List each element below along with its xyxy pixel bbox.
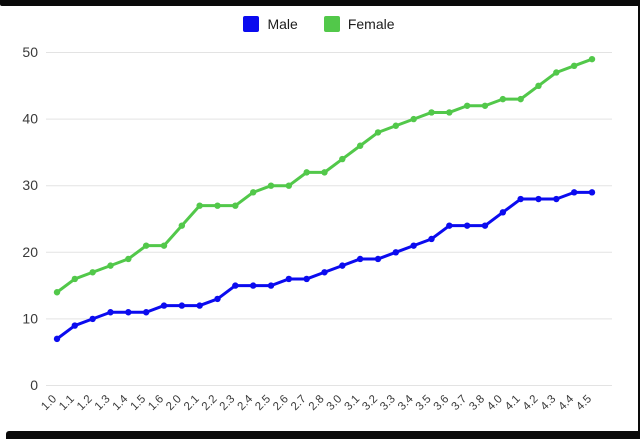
svg-text:50: 50 bbox=[22, 44, 38, 60]
svg-text:20: 20 bbox=[22, 244, 38, 260]
svg-text:1.1: 1.1 bbox=[57, 393, 77, 413]
svg-text:3.5: 3.5 bbox=[414, 393, 434, 413]
svg-text:3.6: 3.6 bbox=[432, 393, 452, 413]
female-legend-label: Female bbox=[347, 16, 395, 32]
svg-text:3.3: 3.3 bbox=[378, 393, 398, 413]
line-chart-svg: 010203040501.01.11.21.31.41.51.62.02.12.… bbox=[22, 44, 612, 413]
svg-text:4.5: 4.5 bbox=[574, 393, 594, 413]
male-legend-label: Male bbox=[267, 16, 298, 32]
line-chart-plot-area: 0 10 20 30 40 50 1.0 1.1 1.2 1.3 1.4 1.5 1.6 2.0 2.1 2.… bbox=[0, 36, 640, 431]
svg-text:3.1: 3.1 bbox=[342, 393, 362, 413]
svg-text:4.4: 4.4 bbox=[556, 393, 576, 413]
legend-item-male[interactable]: Male bbox=[243, 16, 298, 32]
frame-top-border bbox=[0, 0, 640, 6]
chart-legend: Male Female bbox=[0, 16, 638, 32]
svg-text:3.7: 3.7 bbox=[449, 393, 469, 413]
svg-text:3.8: 3.8 bbox=[467, 393, 487, 413]
svg-text:2.3: 2.3 bbox=[218, 393, 238, 413]
svg-text:40: 40 bbox=[22, 111, 38, 127]
frame-bottom-border bbox=[6, 431, 640, 439]
svg-text:1.0: 1.0 bbox=[39, 393, 59, 413]
svg-text:3.2: 3.2 bbox=[360, 393, 380, 413]
svg-text:10: 10 bbox=[22, 310, 38, 326]
svg-text:4.1: 4.1 bbox=[503, 393, 523, 413]
svg-text:2.7: 2.7 bbox=[289, 393, 309, 413]
svg-text:2.1: 2.1 bbox=[182, 393, 202, 413]
svg-text:1.2: 1.2 bbox=[75, 393, 95, 413]
male-series-swatch-icon bbox=[243, 16, 260, 32]
svg-text:0: 0 bbox=[30, 377, 38, 393]
svg-text:2.2: 2.2 bbox=[200, 393, 220, 413]
svg-text:4.2: 4.2 bbox=[521, 393, 541, 413]
legend-item-female[interactable]: Female bbox=[323, 16, 395, 32]
svg-text:3.4: 3.4 bbox=[396, 393, 416, 413]
svg-text:1.5: 1.5 bbox=[128, 393, 148, 413]
frame-right-border bbox=[638, 0, 640, 439]
female-series-swatch-icon bbox=[323, 16, 340, 32]
svg-text:2.6: 2.6 bbox=[271, 393, 291, 413]
svg-text:4.0: 4.0 bbox=[485, 393, 505, 413]
svg-text:1.4: 1.4 bbox=[111, 393, 131, 413]
chart-card: Male Female 0 10 20 30 40 50 1.0 1.1 1.2 1.3 1.4 1.… bbox=[0, 6, 638, 431]
svg-text:4.3: 4.3 bbox=[539, 393, 559, 413]
svg-text:1.6: 1.6 bbox=[146, 393, 166, 413]
svg-text:3.0: 3.0 bbox=[325, 393, 345, 413]
svg-text:1.3: 1.3 bbox=[93, 393, 113, 413]
svg-text:2.0: 2.0 bbox=[164, 393, 184, 413]
svg-text:2.8: 2.8 bbox=[307, 393, 327, 413]
svg-text:2.4: 2.4 bbox=[235, 393, 255, 413]
svg-text:2.5: 2.5 bbox=[253, 393, 273, 413]
svg-text:30: 30 bbox=[22, 177, 38, 193]
